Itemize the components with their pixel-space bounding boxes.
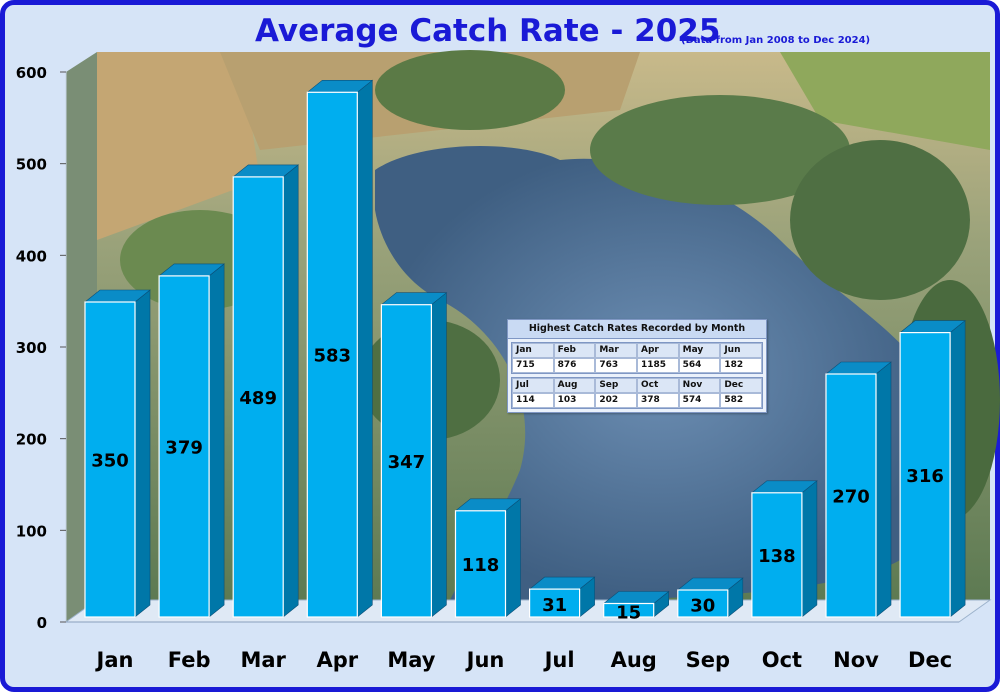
table-month-cell: Jan [512,343,554,358]
x-tick-label: Sep [686,648,730,672]
bar [825,373,877,618]
bar-side [505,498,521,618]
highest-catch-table-title: Highest Catch Rates Recorded by Month [508,320,766,339]
y-tick-label: 100 [16,522,47,540]
table-month-cell: Mar [595,343,637,358]
x-tick-label: Jul [543,648,575,672]
bar-value-label: 379 [165,437,203,458]
table-value-cell: 103 [553,393,596,408]
table-month-cell: Sep [595,378,637,393]
bar-side [431,292,447,618]
bar-value-label: 347 [388,452,426,473]
x-tick-label: Jun [465,648,505,672]
y-axis-ticks: 0 100 200 300 400 500 600 [16,64,66,632]
table-value-cell: 564 [678,358,721,373]
bar-side [949,319,966,618]
table-month-cell: Aug [553,378,596,393]
bar-side [356,79,373,618]
bar-side [875,361,892,618]
highest-catch-grid-1: Jan Feb Mar Apr May Jun 715 876 763 1185… [511,342,763,374]
highest-catch-grid-2: Jul Aug Sep Oct Nov Dec 114 103 202 378 … [511,377,763,409]
bars: 350 379 489 583 347 118 31 15 30 138 270 316 [84,79,966,623]
y-tick-label: 600 [16,64,47,82]
x-axis-labels: Jan Feb Mar Apr May Jun Jul Aug Sep Oct Nov Dec [95,648,953,672]
bar-value-label: 15 [616,602,641,623]
table-value-cell: 378 [637,393,679,408]
chart-title: Average Catch Rate - 2025 [255,13,721,49]
table-month-cell: Jun [720,343,762,358]
chart-subtitle: (Data from Jan 2008 to Dec 2024) [681,35,871,46]
table-value-cell: 574 [678,393,721,408]
bar [84,301,136,618]
bar [677,589,729,618]
bar-value-label: 583 [314,346,352,367]
table-value-cell: 182 [720,358,762,373]
table-value-cell: 715 [512,358,554,373]
bar [232,176,284,618]
table-value-cell: 876 [553,358,596,373]
table-month-cell: Nov [678,378,721,393]
bar-value-label: 118 [462,555,500,576]
y-tick-label: 500 [16,156,47,174]
y-tick-label: 0 [37,614,47,632]
bar [751,492,803,618]
bar [528,588,581,618]
x-tick-label: Mar [240,648,286,672]
y-tick-label: 300 [16,339,47,357]
bar-value-label: 270 [832,487,870,508]
table-month-cell: Oct [637,378,679,393]
bar-side [134,289,151,618]
bar-value-label: 31 [542,595,567,616]
table-month-cell: May [678,343,721,358]
bar-side [801,480,818,618]
x-tick-label: May [387,648,435,672]
table-month-cell: Dec [720,378,762,393]
table-value-cell: 582 [720,393,762,408]
bar [306,91,358,618]
bar-value-label: 138 [758,546,796,567]
highest-catch-table: Highest Catch Rates Recorded by Month Ja… [507,319,767,413]
bar-side [208,263,225,618]
table-month-cell: Jul [512,378,554,393]
x-tick-label: Apr [316,648,358,672]
bar [454,510,507,618]
table-value-cell: 763 [595,358,637,373]
x-tick-label: Feb [168,648,211,672]
x-tick-label: Dec [908,648,952,672]
bar [899,332,951,618]
bar-value-label: 316 [906,466,944,487]
bar-value-label: 489 [239,388,277,409]
x-tick-label: Oct [762,648,802,672]
bar-side [282,164,299,618]
y-tick-label: 200 [16,431,47,449]
bar-value-label: 350 [91,451,129,472]
table-month-cell: Apr [637,343,679,358]
y-tick-label: 400 [16,247,47,265]
table-month-cell: Feb [553,343,596,358]
table-value-cell: 202 [595,393,637,408]
table-value-cell: 1185 [637,358,679,373]
bar-value-label: 30 [690,596,715,617]
table-value-cell: 114 [512,393,554,408]
x-tick-label: Aug [611,648,657,672]
x-tick-label: Jan [95,648,134,672]
x-tick-label: Nov [833,648,879,672]
bar [380,304,432,618]
bar [603,602,655,618]
bar [158,275,210,618]
